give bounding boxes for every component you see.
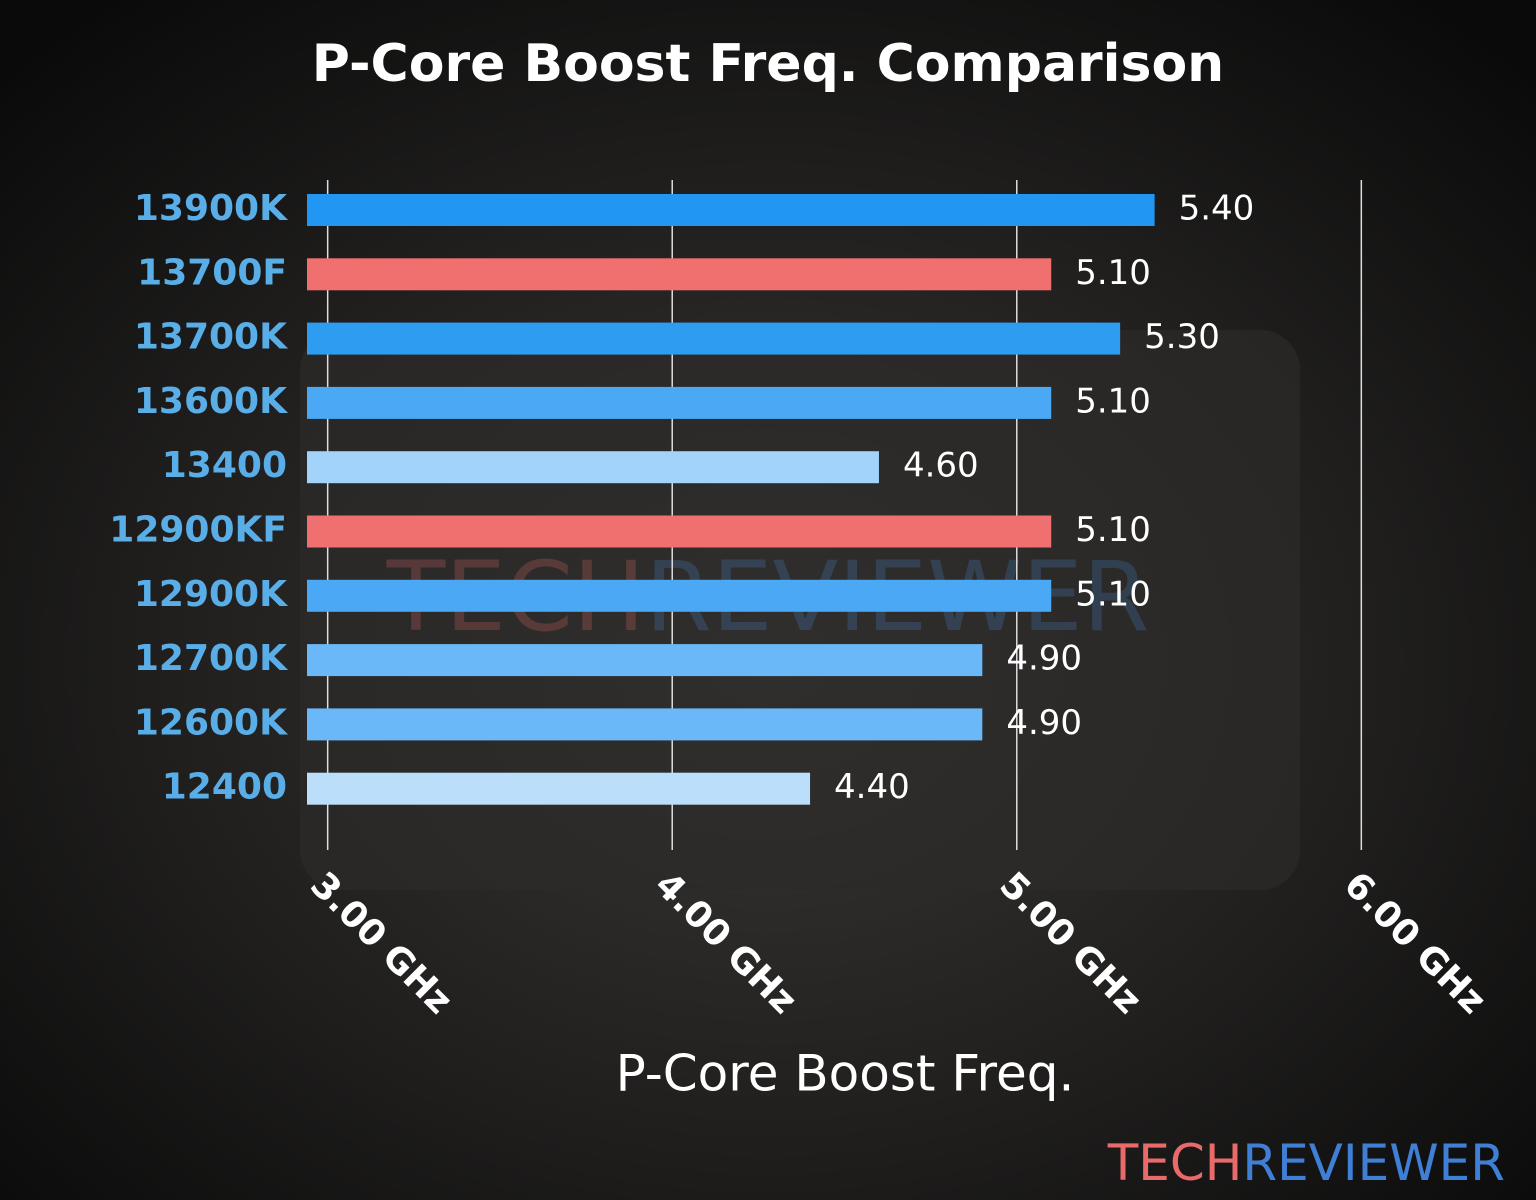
value-label: 5.40 [1179,189,1255,229]
y-tick-label: 13400 [162,445,287,486]
y-tick-label: 12400 [162,767,287,808]
value-label: 5.10 [1075,510,1151,550]
chart-title: P-Core Boost Freq. Comparison [312,34,1224,94]
y-tick-label: 12900K [134,574,288,615]
y-tick-label: 12600K [134,702,288,743]
y-tick-label: 12900KF [109,510,287,551]
value-label: 5.10 [1075,253,1151,293]
brand-part: TECH [1107,1134,1243,1192]
bar [307,194,1155,226]
y-tick-label: 13700K [134,317,288,358]
bar [307,386,1052,419]
value-label: 5.10 [1075,574,1151,614]
y-tick-label: 13700F [137,252,287,293]
bar [307,322,1121,355]
value-label: 4.90 [1006,639,1082,679]
brand-part: REVIEWER [1242,1134,1505,1192]
value-label: 4.40 [834,767,910,807]
bar [307,451,879,484]
x-axis-title: P-Core Boost Freq. [616,1045,1075,1103]
bar [307,772,811,805]
value-label: 5.10 [1075,381,1151,421]
bar [307,708,983,741]
value-label: 5.30 [1144,317,1220,357]
bar [307,258,1052,291]
y-tick-label: 12700K [134,638,288,679]
y-tick-label: 13900K [134,188,288,229]
value-label: 4.90 [1006,703,1082,743]
bar [307,644,983,677]
brand-logo: TECHREVIEWER [1107,1134,1505,1192]
value-label: 4.60 [903,446,979,486]
bar [307,515,1052,548]
y-tick-label: 13600K [134,381,288,422]
bar [307,579,1052,612]
